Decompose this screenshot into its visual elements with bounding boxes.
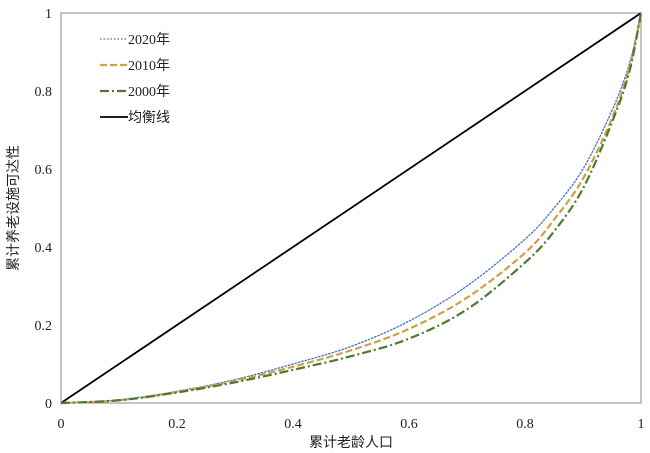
y-axis-title: 累计养老设施可达性 [6, 145, 22, 271]
axes [60, 12, 642, 404]
y-tick-label: 1 [45, 7, 52, 22]
y-tick-label: 0.2 [35, 319, 53, 334]
legend-label: 2020年 [128, 32, 170, 48]
series-0-line [60, 12, 642, 404]
series-layer [60, 12, 643, 405]
y-tick-label: 0 [45, 397, 52, 412]
legend-label: 2000年 [128, 84, 170, 100]
x-tick-labels: 0 0.2 0.4 0.6 0.8 1 [58, 417, 645, 432]
series-3-line [60, 12, 642, 404]
x-tick-label: 0.6 [400, 417, 418, 432]
series-2-line [60, 12, 643, 405]
legend-label: 2010年 [128, 58, 170, 74]
y-tick-label: 0.4 [35, 241, 53, 256]
x-tick-label: 0.2 [168, 417, 186, 432]
y-tick-label: 0.6 [35, 163, 53, 178]
x-tick-label: 1 [638, 417, 645, 432]
plot-frame [60, 12, 642, 404]
legend-label: 均衡线 [128, 110, 170, 126]
x-axis-title: 累计老龄人口 [309, 435, 393, 451]
x-tick-label: 0.4 [284, 417, 302, 432]
x-tick-label: 0.8 [516, 417, 534, 432]
x-tick-label: 0 [58, 417, 65, 432]
y-tick-labels: 0 0.2 0.4 0.6 0.8 1 [35, 7, 53, 412]
y-tick-label: 0.8 [35, 85, 53, 100]
